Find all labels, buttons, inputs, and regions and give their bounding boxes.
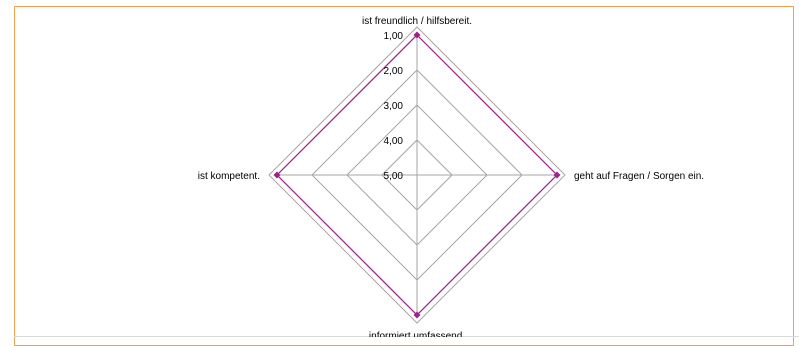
radar-data-point — [273, 171, 281, 179]
radar-tick-label: 1,00 — [384, 31, 404, 42]
radar-tick-label: 5,00 — [384, 171, 404, 182]
radar-tick-labels: 1,00 2,00 3,00 4,00 5,00 — [384, 31, 404, 182]
radar-axis-label: ist kompetent. — [198, 171, 260, 182]
radar-axis-label: geht auf Fragen / Sorgen ein. — [574, 171, 704, 182]
radar-data-point — [553, 171, 561, 179]
radar-data-point — [413, 311, 421, 319]
radar-spokes — [277, 35, 557, 315]
radar-axis-label: informiert umfassend. — [369, 331, 465, 337]
radar-outer-boundary — [268, 26, 566, 324]
radar-outer-ring — [268, 26, 566, 324]
radar-tick-label: 2,00 — [384, 66, 404, 77]
radar-series — [273, 31, 561, 319]
radar-data-point — [413, 31, 421, 39]
radar-category-labels: ist freundlich / hilfsbereit. geht auf Fr… — [198, 16, 704, 337]
radar-axis-label: ist freundlich / hilfsbereit. — [362, 16, 472, 27]
radar-chart: 1,00 2,00 3,00 4,00 5,00 ist freundlich / hi… — [198, 16, 704, 337]
radar-tick-label: 4,00 — [384, 136, 404, 147]
radar-tick-label: 3,00 — [384, 101, 404, 112]
chart-area — [14, 6, 794, 346]
sheet-margin — [0, 0, 14, 337]
